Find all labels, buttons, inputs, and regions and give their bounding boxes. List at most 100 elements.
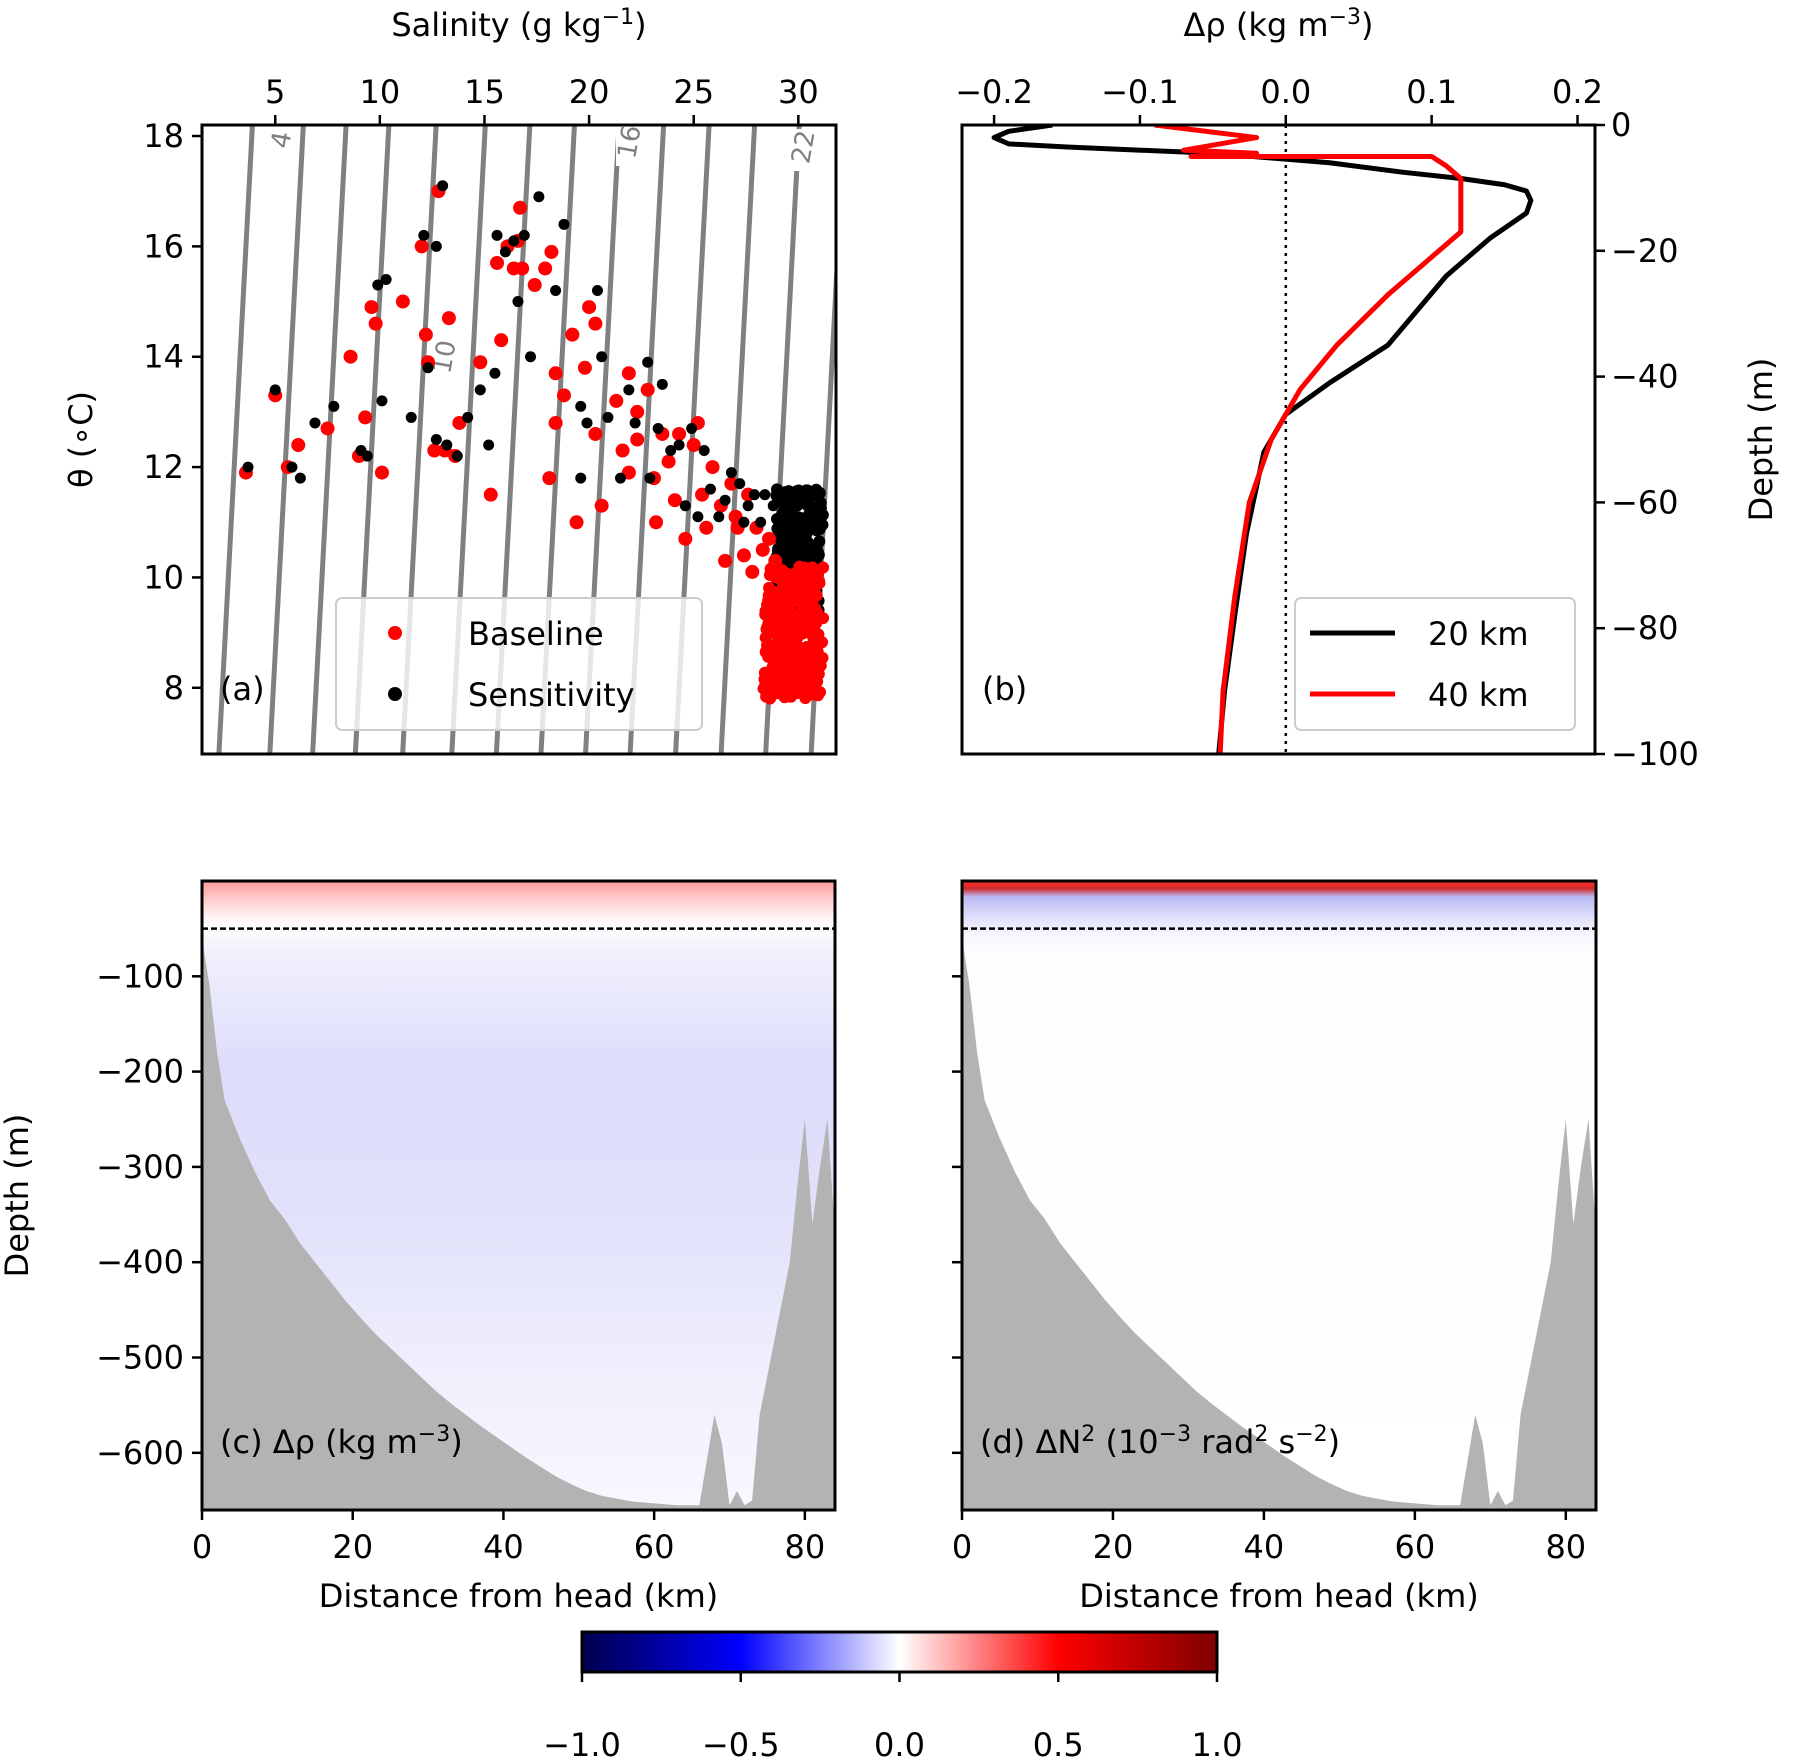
scatter-point (771, 629, 784, 642)
y-tick-label: 8 (164, 669, 184, 707)
scatter-point (771, 522, 784, 535)
panel-b-frame (960, 123, 1597, 756)
scatter-point (810, 589, 823, 602)
scatter-point (678, 531, 693, 546)
scatter-point (525, 351, 537, 363)
panel-c: 0 20 40 60 80 −100 −200 −300 −400 −500 −600 Distanc… (0, 879, 837, 1615)
scatter-point (588, 426, 603, 441)
scatter-point (811, 645, 824, 658)
isopycnal-line (718, 125, 758, 754)
scatter-point (615, 443, 630, 458)
legend-marker (388, 626, 402, 640)
y-tick-label: 16 (143, 227, 184, 265)
scatter-point (368, 316, 383, 331)
series-baseline (238, 184, 787, 585)
panel-b-legend: 20 km 40 km (1294, 597, 1576, 731)
scatter-point (380, 273, 392, 285)
scatter-point (515, 261, 530, 276)
scatter-point (395, 294, 410, 309)
scatter-point (483, 439, 495, 451)
series-sensitivity (242, 180, 779, 528)
y-tick-label: 0 (1611, 106, 1631, 144)
scatter-point (649, 515, 664, 530)
scatter-point (577, 360, 592, 375)
scatter-point (686, 438, 701, 453)
scatter-point (376, 395, 388, 407)
scatter-point (806, 688, 819, 701)
scatter-point (640, 382, 655, 397)
scatter-point (656, 378, 668, 390)
scatter-point (673, 439, 685, 451)
x-tick-label: 20 (1093, 1528, 1134, 1566)
scatter-point (462, 411, 474, 423)
scatter-point (794, 524, 807, 537)
x-tick-label: 40 (483, 1528, 524, 1566)
y-tick-label: −40 (1611, 358, 1679, 396)
panel-a-frame (200, 123, 838, 756)
panel-b-xlabel: Δρ (kg m−3) (1184, 5, 1374, 45)
y-tick-label: −20 (1611, 232, 1679, 270)
y-tick-label: 10 (143, 558, 184, 596)
scatter-point (548, 415, 563, 430)
x-tick-label: 60 (634, 1528, 675, 1566)
scatter-point (768, 553, 783, 568)
scatter-point (704, 483, 716, 495)
scatter-point (494, 333, 509, 348)
scatter-point (757, 682, 770, 695)
scatter-point (582, 300, 597, 315)
x-tick-label: 0.0 (1260, 73, 1311, 111)
contour-label-bg (431, 339, 459, 381)
scatter-point (489, 367, 501, 379)
bathymetry (202, 938, 835, 1510)
contour-label: 16 (612, 123, 647, 161)
scatter-point (699, 520, 714, 535)
bathymetry (962, 938, 1596, 1510)
panel-a-xlabel: Salinity (g kg−1) (391, 5, 646, 45)
scatter-point (533, 191, 545, 203)
scatter-point (793, 511, 806, 524)
x-tick-label: 20 (332, 1528, 373, 1566)
scatter-point (602, 411, 614, 423)
scatter-point (760, 598, 773, 611)
scatter-point (614, 472, 626, 484)
scatter-point (558, 218, 570, 230)
contour-label: 4 (266, 129, 298, 151)
scatter-point (652, 422, 664, 434)
figure-root: 4 10 16 22 (a) Baseline Sensitivity 5 10 15 20 25 30… (0, 5, 1780, 1760)
scatter-point (309, 417, 321, 429)
scatter-point (621, 366, 636, 381)
scatter-point (665, 445, 677, 457)
scatter-point (483, 487, 498, 502)
scatter-point (779, 676, 792, 689)
y-tick-label: −60 (1611, 483, 1679, 521)
scatter-point (787, 588, 800, 601)
scatter-point (767, 616, 780, 629)
scatter-point (807, 501, 820, 514)
scatter-point (490, 255, 505, 270)
scatter-point (775, 645, 788, 658)
scatter-point (513, 200, 528, 215)
scatter-point (565, 327, 580, 342)
scatter-point (736, 548, 751, 563)
scatter-point (629, 417, 641, 429)
scatter-point (588, 316, 603, 331)
scatter-point (644, 472, 656, 484)
scatter-point (755, 516, 767, 528)
y-tick-label: −100 (96, 957, 184, 995)
x-tick-label: 0 (192, 1528, 212, 1566)
scatter-point (575, 400, 587, 412)
legend-label: Baseline (468, 615, 604, 653)
x-tick-label: 0 (952, 1528, 972, 1566)
legend-box (335, 597, 703, 731)
scatter-point (781, 528, 794, 541)
scatter-point (766, 661, 779, 674)
scatter-point (686, 422, 698, 434)
scatter-point (692, 511, 704, 523)
scatter-point (777, 588, 790, 601)
isopycnal-line (267, 125, 306, 754)
scatter-point (783, 545, 796, 558)
contour-label: 22 (786, 128, 821, 166)
scatter-point (623, 384, 635, 396)
colorbar-tick-label: −0.5 (702, 1726, 780, 1760)
